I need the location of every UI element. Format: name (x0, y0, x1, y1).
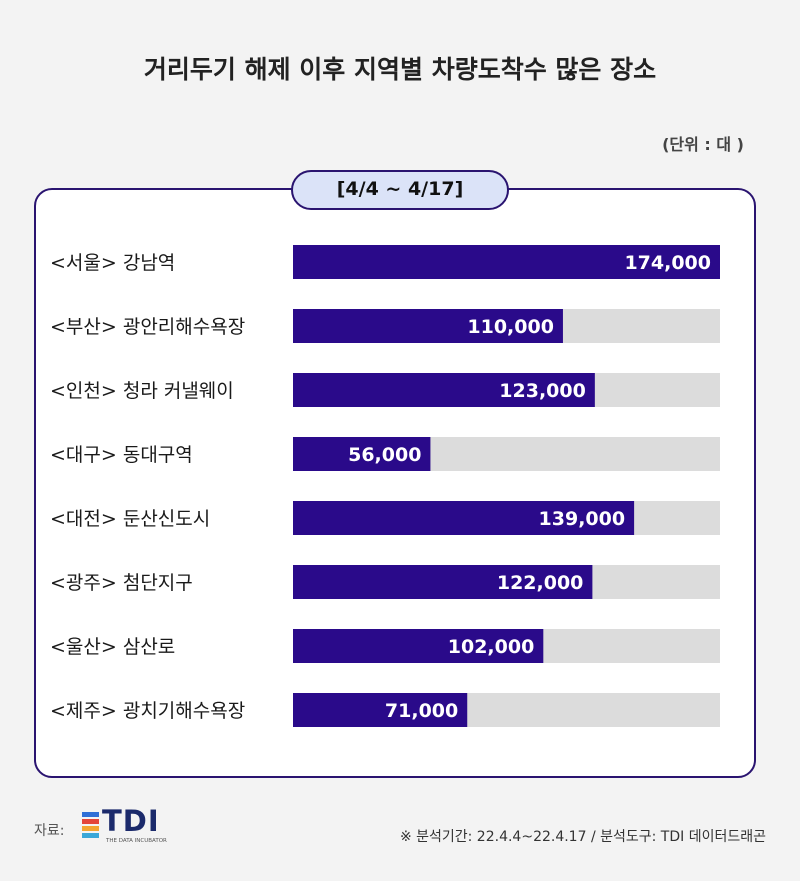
bar (293, 629, 544, 663)
bar (293, 373, 595, 407)
data-label: 102,000 (448, 636, 535, 658)
data-label: 110,000 (467, 316, 554, 338)
category-label: <제주> 광치기해수욕장 (50, 700, 245, 722)
source-label: 자료: (34, 823, 65, 839)
data-label: 122,000 (497, 572, 584, 594)
category-label: <부산> 광안리해수욕장 (50, 316, 245, 338)
period-badge: [4/4 ~ 4/17] (291, 170, 509, 210)
logo-bar-1 (82, 812, 99, 817)
data-label: 139,000 (539, 508, 626, 530)
category-label: <광주> 첨단지구 (50, 572, 193, 594)
category-label: <인천> 청라 커낼웨이 (50, 380, 234, 402)
chart-title: 거리두기 해제 이후 지역별 차량도착수 많은 장소 (143, 55, 657, 84)
category-label: <서울> 강남역 (50, 252, 175, 274)
chart-panel (34, 188, 756, 778)
category-label: <대전> 둔산신도시 (50, 508, 210, 530)
category-label: <대구> 동대구역 (50, 444, 193, 466)
footnote: ※ 분석기간: 22.4.4~22.4.17 / 분석도구: TDI 데이터드래… (399, 829, 766, 845)
bar (293, 437, 431, 471)
bar (293, 309, 563, 343)
category-label: <울산> 삼산로 (50, 636, 175, 658)
logo-bar-4 (82, 833, 99, 838)
logo-subtitle: THE DATA INCUBATOR (106, 838, 167, 844)
data-label: 123,000 (499, 380, 586, 402)
logo-text: TDI (102, 804, 160, 838)
logo-bar-2 (82, 819, 99, 824)
bar (293, 245, 720, 279)
bar (293, 693, 468, 727)
data-label: 56,000 (348, 444, 421, 466)
data-label: 71,000 (385, 700, 458, 722)
bar (293, 565, 593, 599)
unit-label: (단위 : 대 ) (662, 135, 744, 154)
data-label: 174,000 (624, 252, 711, 274)
logo-bar-3 (82, 826, 99, 831)
bar (293, 501, 635, 535)
tdi-logo: TDI THE DATA INCUBATOR (82, 804, 182, 852)
